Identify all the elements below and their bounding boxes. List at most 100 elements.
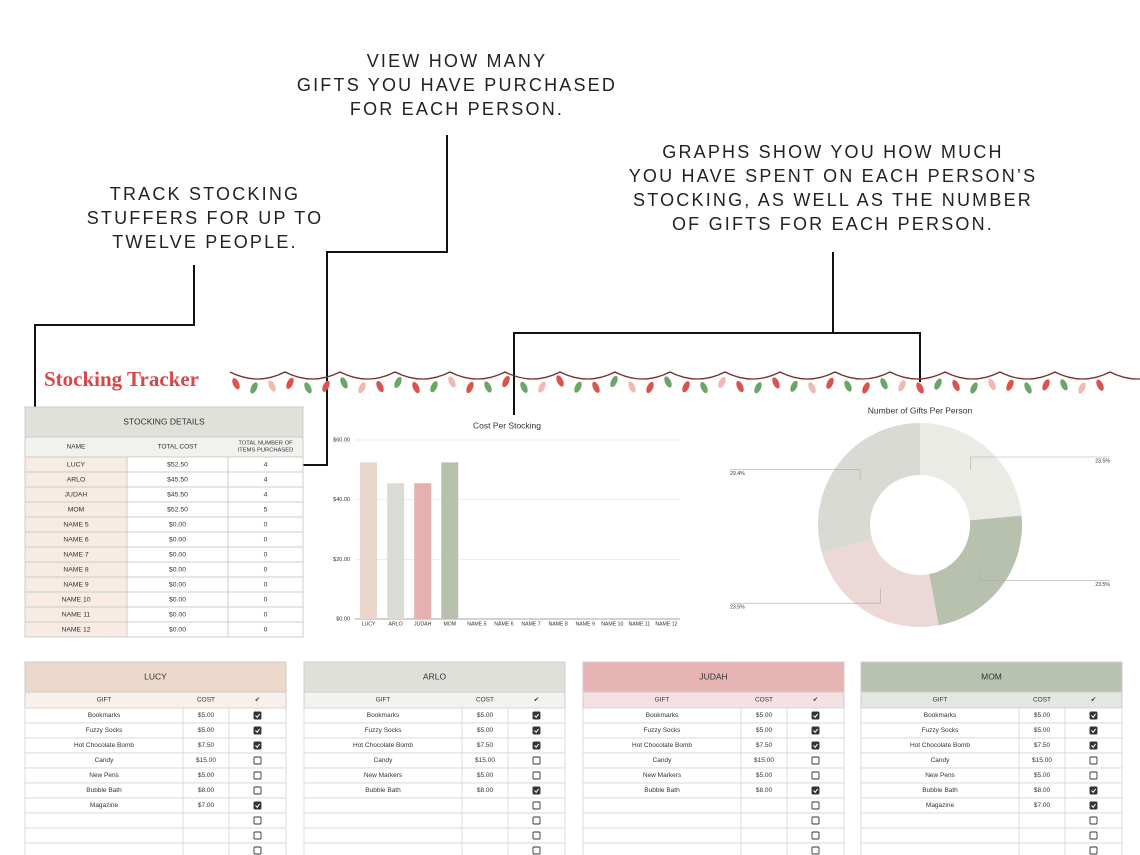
checkbox[interactable] <box>253 756 262 765</box>
checkbox[interactable] <box>532 831 541 840</box>
gift-name: Bubble Bath <box>365 787 401 794</box>
column-header: NAME <box>67 444 86 451</box>
checkbox[interactable] <box>811 786 820 795</box>
card-row <box>24 767 287 784</box>
table-cell: JUDAH <box>65 491 88 498</box>
table-cell: NAME 7 <box>63 551 89 558</box>
table-cell: NAME 11 <box>62 611 91 618</box>
checkbox[interactable] <box>253 741 262 750</box>
checkmark <box>813 713 819 719</box>
annotation-line: OF GIFTS FOR EACH PERSON. <box>672 214 994 234</box>
card-column-bg <box>24 691 287 709</box>
annotation-line: GIFTS YOU HAVE PURCHASED <box>297 75 617 95</box>
checkbox[interactable] <box>1089 816 1098 825</box>
gift-name: Bookmarks <box>924 712 957 719</box>
gift-cost: $8.00 <box>198 787 215 794</box>
card-row <box>860 797 1123 814</box>
annotation-line: YOU HAVE SPENT ON EACH PERSON’S <box>629 166 1038 186</box>
leader-line <box>730 469 861 480</box>
card-row <box>860 842 1123 855</box>
checkbox[interactable] <box>1089 711 1098 720</box>
gift-cost: $5.00 <box>1034 727 1051 734</box>
gift-name: New Pens <box>89 772 119 779</box>
checkbox[interactable] <box>253 711 262 720</box>
row-cell <box>126 501 304 518</box>
table-cell: ARLO <box>67 476 86 483</box>
x-tick-label: NAME 8 <box>548 621 567 627</box>
gift-cost: $7.50 <box>756 742 773 749</box>
checkbox[interactable] <box>253 816 262 825</box>
checkbox[interactable] <box>811 711 820 720</box>
gift-cost: $5.00 <box>477 712 494 719</box>
checkbox[interactable] <box>532 711 541 720</box>
checkbox[interactable] <box>253 831 262 840</box>
checkbox[interactable] <box>811 801 820 810</box>
gift-cost: $15.00 <box>475 757 495 764</box>
checkbox[interactable] <box>1089 786 1098 795</box>
checkbox[interactable] <box>532 786 541 795</box>
garland-bulb <box>502 375 510 388</box>
garland-bulb <box>736 380 744 393</box>
garland-bulb <box>952 379 960 392</box>
checkbox[interactable] <box>1089 741 1098 750</box>
annotation-line: GRAPHS SHOW YOU HOW MUCH <box>662 142 1003 162</box>
x-tick-label: LUCY <box>362 621 376 627</box>
checkbox[interactable] <box>811 756 820 765</box>
checkbox[interactable] <box>532 846 541 855</box>
garland-bulb <box>412 382 420 394</box>
card-row <box>303 797 566 814</box>
checkbox[interactable] <box>532 756 541 765</box>
checkbox[interactable] <box>1089 846 1098 855</box>
checkbox[interactable] <box>811 771 820 780</box>
checkbox[interactable] <box>253 786 262 795</box>
row-cell <box>126 621 304 638</box>
checkbox[interactable] <box>253 771 262 780</box>
gift-cost: $7.50 <box>198 742 215 749</box>
checkmark <box>534 743 540 749</box>
checkbox[interactable] <box>1089 771 1098 780</box>
gift-cost: $5.00 <box>198 712 215 719</box>
garland-bulb <box>988 378 996 391</box>
card-row <box>582 782 845 799</box>
gift-name: Bubble Bath <box>86 787 122 794</box>
checkbox[interactable] <box>532 741 541 750</box>
gift-name: Candy <box>374 757 394 764</box>
checkmark <box>1091 803 1097 809</box>
garland-bulb <box>682 381 690 393</box>
garland-bulb <box>358 382 366 394</box>
checkbox[interactable] <box>1089 801 1098 810</box>
card-row <box>303 842 566 855</box>
gift-cost: $5.00 <box>198 727 215 734</box>
table-cell: $45.50 <box>167 476 188 483</box>
checkbox[interactable] <box>1089 831 1098 840</box>
table-cell: NAME 6 <box>63 536 89 543</box>
checkbox[interactable] <box>253 801 262 810</box>
table-cell: 0 <box>264 581 268 588</box>
row-cell <box>126 516 304 533</box>
checkbox[interactable] <box>253 726 262 735</box>
checkbox[interactable] <box>811 741 820 750</box>
checkbox[interactable] <box>253 846 262 855</box>
checkbox[interactable] <box>532 726 541 735</box>
leader-line <box>979 570 1110 581</box>
checkbox[interactable] <box>811 726 820 735</box>
card-column-bg <box>860 691 1123 709</box>
checkbox[interactable] <box>1089 756 1098 765</box>
table-cell: $52.50 <box>167 461 188 468</box>
checkbox[interactable] <box>532 771 541 780</box>
checkbox[interactable] <box>811 846 820 855</box>
gift-name: New Markers <box>643 772 682 779</box>
table-cell: NAME 12 <box>61 626 90 633</box>
card-row <box>582 767 845 784</box>
checkbox[interactable] <box>532 801 541 810</box>
checkbox[interactable] <box>1089 726 1098 735</box>
garland-bulb <box>466 381 474 394</box>
card-header <box>303 661 566 693</box>
gift-cost: $8.00 <box>756 787 773 794</box>
checkbox[interactable] <box>811 816 820 825</box>
card-row <box>582 812 845 829</box>
checkbox[interactable] <box>811 831 820 840</box>
y-tick-label: $60.00 <box>333 437 350 443</box>
checkbox[interactable] <box>532 816 541 825</box>
garland-bulb <box>250 382 258 394</box>
